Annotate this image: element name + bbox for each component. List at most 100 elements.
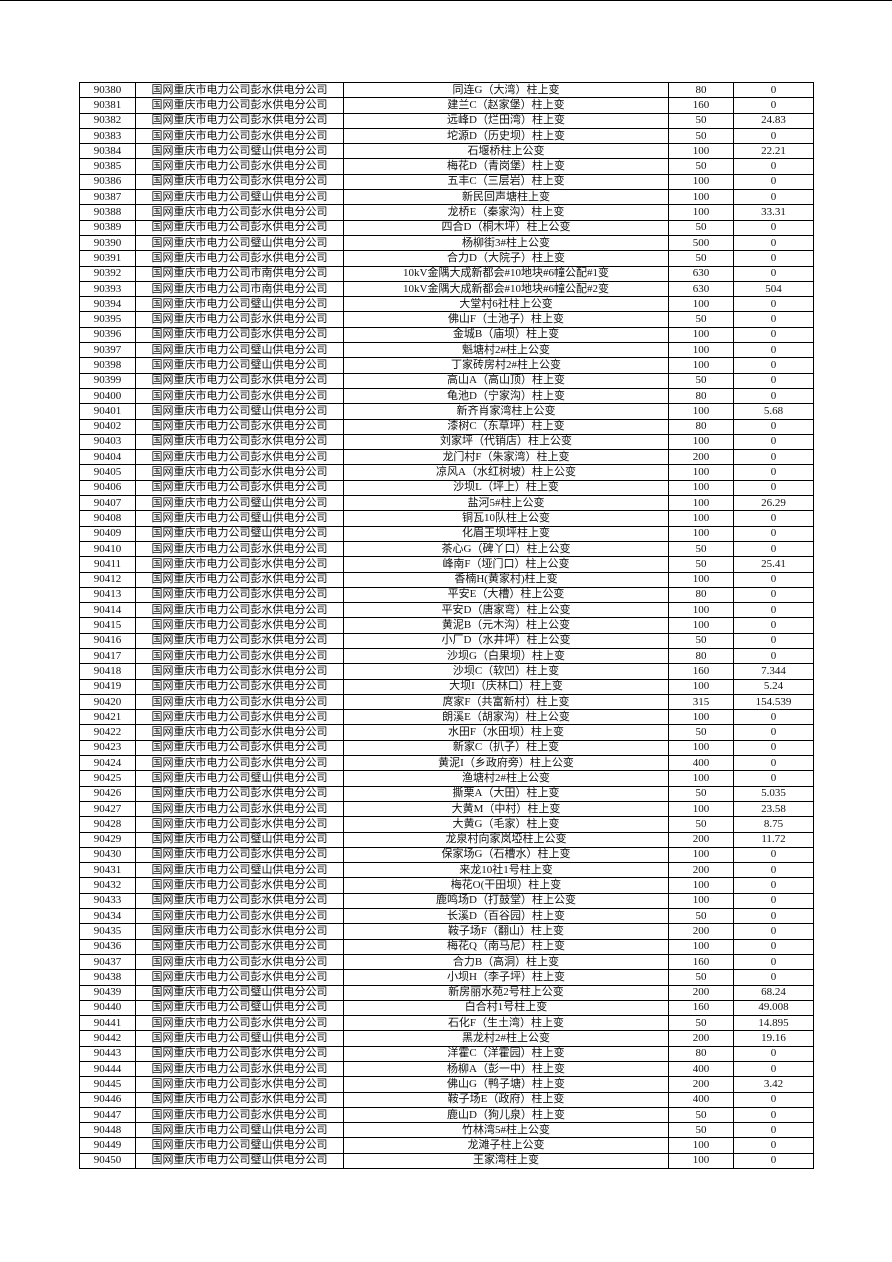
- company-cell: 国网重庆市电力公司璧山供电分公司: [135, 862, 344, 879]
- capacity-cell: 50: [668, 372, 734, 389]
- table-row: 90428 国网重庆市电力公司彭水供电分公司 大黄G（毛家）柱上变 50 8.75: [79, 816, 814, 833]
- company-cell: 国网重庆市电力公司璧山供电分公司: [135, 143, 344, 160]
- table-row: 90398 国网重庆市电力公司璧山供电分公司 丁家砖房村2#柱上公变 100 0: [79, 357, 814, 374]
- load-value-cell: 0: [733, 158, 814, 175]
- table-row: 90418 国网重庆市电力公司彭水供电分公司 沙坝C（软凹）柱上变 160 7.344: [79, 663, 814, 680]
- row-id-cell: 90436: [79, 938, 136, 955]
- table-row: 90446 国网重庆市电力公司彭水供电分公司 鞍子场E（政府）柱上变 400 0: [79, 1091, 814, 1108]
- table-row: 90390 国网重庆市电力公司璧山供电分公司 杨柳街3#柱上公变 500 0: [79, 234, 814, 252]
- company-cell: 国网重庆市电力公司彭水供电分公司: [135, 969, 344, 986]
- row-id-cell: 90446: [79, 1091, 136, 1108]
- row-id-cell: 90389: [79, 219, 136, 236]
- row-id-cell: 90437: [79, 953, 136, 971]
- transformer-name-cell: 龙滩子柱上公变: [343, 1137, 669, 1154]
- load-value-cell: 0: [733, 892, 814, 910]
- load-value-cell: 0: [733, 632, 814, 649]
- load-value-cell: 0: [733, 586, 814, 604]
- row-id-cell: 90440: [79, 999, 136, 1017]
- row-id-cell: 90393: [79, 280, 136, 298]
- row-id-cell: 90407: [79, 495, 136, 512]
- table-row: 90447 国网重庆市电力公司彭水供电分公司 鹿山D（狗儿泉）柱上变 50 0: [79, 1106, 814, 1124]
- table-row: 90407 国网重庆市电力公司璧山供电分公司 盐河5#柱上公变 100 26.29: [79, 495, 814, 512]
- row-id-cell: 90406: [79, 479, 136, 497]
- transformer-name-cell: 同连G（大湾）柱上变: [343, 81, 669, 99]
- row-id-cell: 90449: [79, 1137, 136, 1154]
- table-row: 90380 国网重庆市电力公司彭水供电分公司 同连G（大湾）柱上变 80 0: [79, 81, 814, 99]
- company-cell: 国网重庆市电力公司彭水供电分公司: [135, 250, 344, 267]
- transformer-name-cell: 杨柳街3#柱上公变: [343, 234, 669, 252]
- capacity-cell: 100: [668, 143, 734, 160]
- transformer-name-cell: 四合D（桐木坪）柱上公变: [343, 219, 669, 236]
- capacity-cell: 400: [668, 755, 734, 772]
- table-row: 90442 国网重庆市电力公司璧山供电分公司 黑龙村2#柱上公变 200 19.16: [79, 1030, 814, 1047]
- company-cell: 国网重庆市电力公司彭水供电分公司: [135, 923, 344, 940]
- load-value-cell: 0: [733, 387, 814, 405]
- load-value-cell: 0: [733, 1045, 814, 1063]
- table-row: 90424 国网重庆市电力公司彭水供电分公司 黄泥I（乡政府旁）柱上公变 400 0: [79, 755, 814, 772]
- company-cell: 国网重庆市电力公司彭水供电分公司: [135, 540, 344, 558]
- capacity-cell: 400: [668, 1060, 734, 1078]
- transformer-name-cell: 梅花O(干田坝）柱上变: [343, 877, 669, 894]
- capacity-cell: 50: [668, 632, 734, 649]
- load-value-cell: 25.41: [733, 556, 814, 573]
- capacity-cell: 200: [668, 449, 734, 466]
- transformer-name-cell: 朗溪E（胡家沟）柱上公变: [343, 709, 669, 726]
- load-value-cell: 0: [733, 709, 814, 726]
- row-id-cell: 90441: [79, 1015, 136, 1032]
- load-value-cell: 0: [733, 265, 814, 282]
- table-row: 90396 国网重庆市电力公司彭水供电分公司 金城B（庙坝）柱上变 100 0: [79, 326, 814, 344]
- load-value-cell: 3.42: [733, 1076, 814, 1093]
- capacity-cell: 50: [668, 112, 734, 129]
- company-cell: 国网重庆市电力公司璧山供电分公司: [135, 234, 344, 252]
- table-row: 90421 国网重庆市电力公司彭水供电分公司 朗溪E（胡家沟）柱上公变 100 0: [79, 709, 814, 726]
- company-cell: 国网重庆市电力公司璧山供电分公司: [135, 770, 344, 787]
- company-cell: 国网重庆市电力公司彭水供电分公司: [135, 846, 344, 864]
- table-row: 90382 国网重庆市电力公司彭水供电分公司 远峰D（烂田湾）柱上变 50 24.83: [79, 112, 814, 129]
- row-id-cell: 90445: [79, 1076, 136, 1093]
- company-cell: 国网重庆市电力公司彭水供电分公司: [135, 97, 344, 114]
- row-id-cell: 90391: [79, 250, 136, 267]
- table-row: 90387 国网重庆市电力公司璧山供电分公司 新民回声塘柱上变 100 0: [79, 189, 814, 206]
- row-id-cell: 90424: [79, 755, 136, 772]
- capacity-cell: 160: [668, 999, 734, 1017]
- company-cell: 国网重庆市电力公司璧山供电分公司: [135, 495, 344, 512]
- load-value-cell: 0: [733, 755, 814, 772]
- capacity-cell: 160: [668, 663, 734, 680]
- table-row: 90438 国网重庆市电力公司彭水供电分公司 小坝H（李子坪）柱上变 50 0: [79, 969, 814, 986]
- table-row: 90429 国网重庆市电力公司璧山供电分公司 龙泉村向家岚埡柱上公变 200 11.72: [79, 831, 814, 848]
- table-row: 90402 国网重庆市电力公司彭水供电分公司 漆树C（东草坪）柱上变 80 0: [79, 418, 814, 435]
- company-cell: 国网重庆市电力公司彭水供电分公司: [135, 617, 344, 634]
- row-id-cell: 90401: [79, 403, 136, 420]
- company-cell: 国网重庆市电力公司璧山供电分公司: [135, 296, 344, 313]
- table-row: 90449 国网重庆市电力公司璧山供电分公司 龙滩子柱上公变 100 0: [79, 1137, 814, 1154]
- load-value-cell: 5.24: [733, 678, 814, 695]
- capacity-cell: 100: [668, 357, 734, 374]
- load-value-cell: 0: [733, 1122, 814, 1139]
- capacity-cell: 400: [668, 1091, 734, 1108]
- company-cell: 国网重庆市电力公司璧山供电分公司: [135, 984, 344, 1001]
- table-row: 90434 国网重庆市电力公司彭水供电分公司 长溪D（百谷园）柱上变 50 0: [79, 908, 814, 925]
- load-value-cell: 14.895: [733, 1015, 814, 1032]
- table-row: 90416 国网重庆市电力公司彭水供电分公司 小厂D（水井坪）柱上公变 50 0: [79, 632, 814, 649]
- row-id-cell: 90400: [79, 387, 136, 405]
- transformer-name-cell: 五丰C（三层岩）柱上变: [343, 173, 669, 191]
- row-id-cell: 90448: [79, 1122, 136, 1139]
- row-id-cell: 90428: [79, 816, 136, 833]
- capacity-cell: 100: [668, 709, 734, 726]
- company-cell: 国网重庆市电力公司彭水供电分公司: [135, 663, 344, 680]
- transformer-name-cell: 大堂村6社柱上公变: [343, 296, 669, 313]
- transformer-name-cell: 新齐肖家湾柱上公变: [343, 403, 669, 420]
- capacity-cell: 100: [668, 464, 734, 481]
- capacity-cell: 160: [668, 97, 734, 114]
- load-value-cell: 0: [733, 862, 814, 879]
- transformer-name-cell: 来龙10社1号柱上变: [343, 862, 669, 879]
- transformer-name-cell: 新民回声塘柱上变: [343, 189, 669, 206]
- table-row: 90414 国网重庆市电力公司彭水供电分公司 平安D（唐家弯）柱上公变 100 0: [79, 602, 814, 619]
- transformer-name-cell: 洋霍C（洋霍园）柱上变: [343, 1045, 669, 1063]
- row-id-cell: 90384: [79, 143, 136, 160]
- company-cell: 国网重庆市电力公司彭水供电分公司: [135, 219, 344, 236]
- table-row: 90431 国网重庆市电力公司璧山供电分公司 来龙10社1号柱上变 200 0: [79, 862, 814, 879]
- page-top-border: [0, 0, 892, 1]
- company-cell: 国网重庆市电力公司璧山供电分公司: [135, 525, 344, 542]
- company-cell: 国网重庆市电力公司彭水供电分公司: [135, 647, 344, 665]
